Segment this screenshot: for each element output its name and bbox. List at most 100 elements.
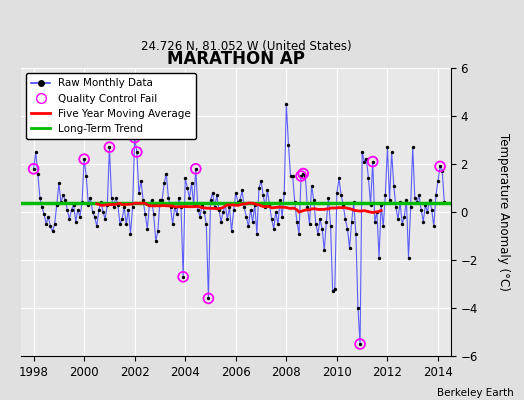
Point — [80, 156, 89, 162]
Point — [425, 197, 434, 203]
Point — [282, 101, 290, 107]
Point — [381, 192, 389, 198]
Point — [158, 197, 166, 203]
Point — [253, 230, 261, 237]
Point — [356, 341, 364, 347]
Point — [225, 204, 234, 210]
Point — [303, 204, 312, 210]
Point — [350, 199, 358, 206]
Point — [34, 170, 42, 177]
Point — [105, 144, 114, 150]
Point — [52, 202, 61, 208]
Point — [188, 180, 196, 186]
Point — [360, 158, 368, 165]
Point — [358, 149, 366, 155]
Point — [265, 202, 274, 208]
Point — [156, 197, 164, 203]
Point — [341, 216, 350, 222]
Point — [261, 204, 269, 210]
Point — [337, 192, 345, 198]
Point — [287, 173, 295, 179]
Point — [86, 194, 95, 201]
Point — [230, 206, 238, 213]
Point — [44, 214, 52, 220]
Point — [299, 170, 308, 177]
Point — [76, 214, 84, 220]
Point — [274, 221, 282, 227]
Point — [61, 197, 69, 203]
Point — [133, 149, 141, 155]
Point — [236, 197, 244, 203]
Point — [107, 194, 116, 201]
Point — [394, 216, 402, 222]
Text: Berkeley Earth: Berkeley Earth — [437, 388, 514, 398]
Point — [434, 178, 442, 184]
Point — [105, 144, 114, 150]
Point — [259, 192, 267, 198]
Point — [215, 206, 223, 213]
Point — [423, 209, 432, 215]
Text: 24.726 N, 81.052 W (United States): 24.726 N, 81.052 W (United States) — [141, 40, 352, 53]
Point — [405, 254, 413, 261]
Point — [244, 223, 253, 230]
Point — [301, 173, 310, 179]
Point — [48, 228, 57, 234]
Point — [391, 204, 400, 210]
Point — [211, 204, 219, 210]
Point — [324, 194, 333, 201]
Point — [383, 144, 391, 150]
Point — [124, 206, 133, 213]
Point — [69, 202, 78, 208]
Point — [354, 305, 362, 311]
Point — [179, 274, 188, 280]
Point — [91, 214, 99, 220]
Point — [318, 226, 326, 232]
Point — [362, 156, 370, 162]
Point — [421, 202, 430, 208]
Point — [93, 223, 101, 230]
Point — [238, 187, 246, 194]
Title: MARATHON AP: MARATHON AP — [167, 50, 305, 68]
Point — [122, 221, 130, 227]
Point — [343, 226, 352, 232]
Point — [29, 166, 38, 172]
Point — [370, 218, 379, 225]
Point — [257, 178, 265, 184]
Point — [200, 209, 209, 215]
Point — [154, 228, 162, 234]
Point — [166, 204, 174, 210]
Point — [46, 223, 54, 230]
Point — [345, 245, 354, 251]
Point — [432, 192, 440, 198]
Point — [147, 197, 156, 203]
Point — [172, 211, 181, 218]
Point — [110, 204, 118, 210]
Point — [145, 202, 154, 208]
Point — [314, 230, 322, 237]
Point — [97, 199, 105, 206]
Point — [151, 238, 160, 244]
Point — [291, 199, 299, 206]
Point — [385, 197, 394, 203]
Point — [396, 199, 405, 206]
Point — [63, 206, 71, 213]
Point — [322, 218, 331, 225]
Point — [415, 192, 423, 198]
Point — [280, 190, 288, 196]
Point — [57, 199, 65, 206]
Point — [305, 221, 314, 227]
Point — [143, 226, 151, 232]
Point — [250, 202, 259, 208]
Point — [217, 218, 225, 225]
Point — [137, 178, 145, 184]
Point — [428, 206, 436, 213]
Point — [84, 202, 93, 208]
Point — [223, 216, 232, 222]
Point — [271, 209, 280, 215]
Point — [284, 142, 292, 148]
Point — [112, 194, 120, 201]
Point — [130, 134, 139, 141]
Point — [177, 204, 185, 210]
Point — [213, 192, 221, 198]
Point — [364, 175, 373, 182]
